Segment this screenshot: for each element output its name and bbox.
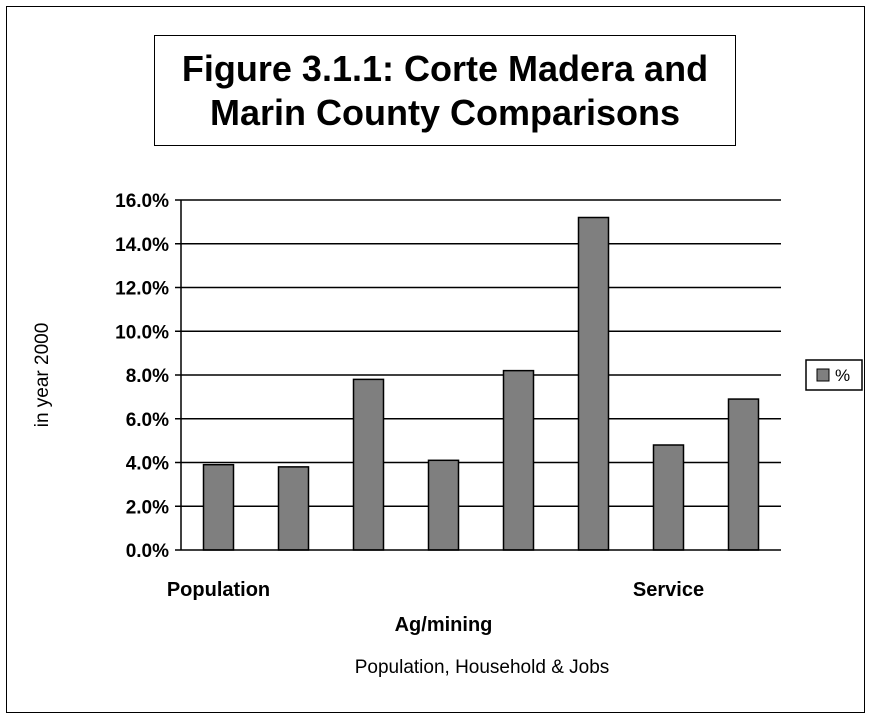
bar: [427, 459, 460, 551]
chart-title-line-2: Marin County Comparisons: [209, 91, 681, 133]
bar: [352, 378, 385, 551]
y-tick-label: 16.0%: [115, 191, 169, 212]
y-axis-title: in year 2000: [32, 323, 53, 428]
legend-swatch: [816, 368, 830, 382]
y-tick-label: 14.0%: [115, 235, 169, 256]
bar: [652, 444, 685, 551]
legend-box: [805, 359, 863, 391]
y-tick-label: 0.0%: [126, 541, 169, 562]
x-tick-label: Service: [633, 579, 704, 601]
y-tick-label: 6.0%: [126, 410, 169, 431]
axis-layer: [175, 199, 781, 551]
legend: %: [805, 359, 863, 391]
chart-title-box: Figure 3.1.1: Corte Madera and Marin Cou…: [154, 35, 736, 146]
y-tick-label: 4.0%: [126, 454, 169, 475]
chart-title-line-1: Figure 3.1.1: Corte Madera and: [181, 47, 709, 89]
y-tick-label: 2.0%: [126, 497, 169, 518]
y-tick-label: 8.0%: [126, 366, 169, 387]
bar: [277, 466, 310, 551]
bar: [727, 398, 760, 551]
y-tick-label: 10.0%: [115, 322, 169, 343]
label-layer: 0.0% 2.0% 4.0% 6.0% 8.0% 10.0% 12.0% 14.0% 16.0%…: [32, 191, 704, 678]
y-tick-label: 12.0%: [115, 279, 169, 300]
bar: [502, 369, 535, 551]
grid-layer: [181, 199, 781, 507]
bar: [202, 463, 235, 551]
legend-label: %: [835, 366, 850, 385]
x-tick-label: Ag/mining: [395, 614, 493, 636]
x-tick-label: Population: [167, 579, 270, 601]
x-axis-title: Population, Household & Jobs: [355, 657, 610, 678]
bar-layer: [202, 216, 760, 551]
bar: [577, 216, 610, 551]
